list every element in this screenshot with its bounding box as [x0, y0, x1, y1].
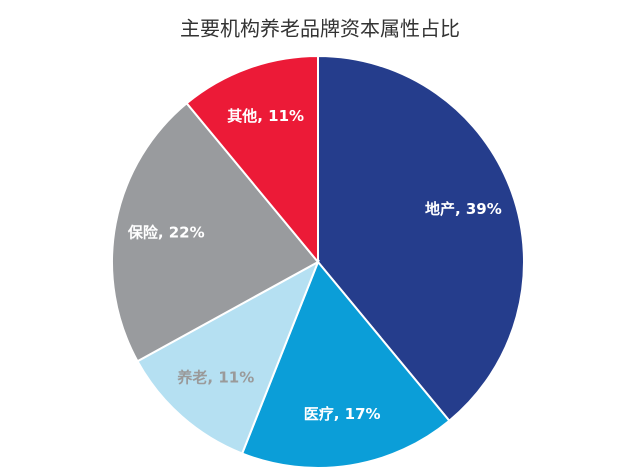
- chart-title: 主要机构养老品牌资本属性占比: [180, 17, 460, 41]
- data-label: 其他, 11%: [227, 107, 304, 125]
- data-label: 养老, 11%: [176, 368, 254, 386]
- data-label: 地产, 39%: [425, 200, 502, 218]
- pie-slice: [185, 54, 319, 265]
- data-label: 保险, 22%: [127, 224, 205, 242]
- data-label: 医疗, 17%: [304, 405, 381, 423]
- pie-slice: [136, 259, 320, 455]
- pie-slice: [111, 101, 320, 363]
- pie-slice: [317, 54, 525, 423]
- pie-slice: [240, 260, 451, 469]
